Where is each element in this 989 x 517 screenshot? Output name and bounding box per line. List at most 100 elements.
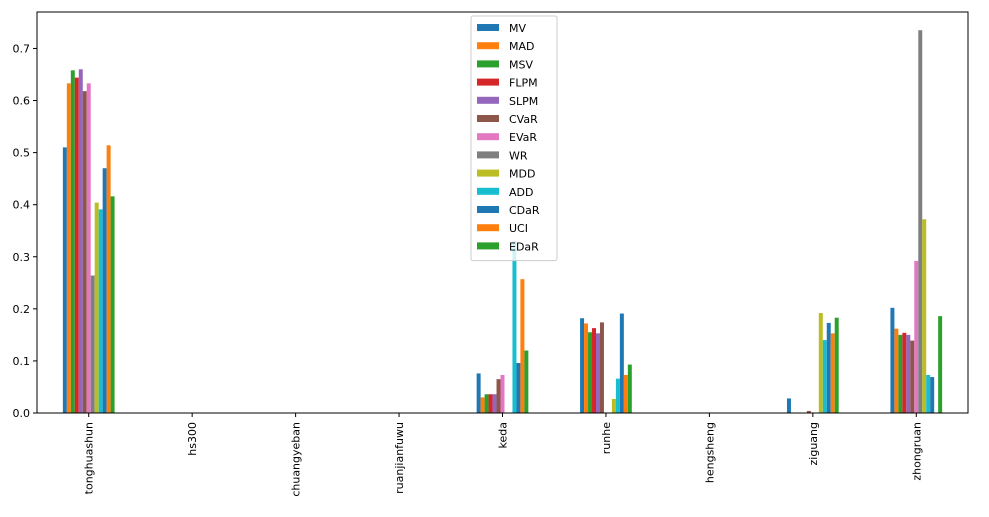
legend-swatch-edar xyxy=(477,242,499,250)
legend-swatch-cvar xyxy=(477,115,499,122)
bar-add-runhe xyxy=(615,378,620,413)
legend-label-wr: WR xyxy=(509,149,528,162)
legend-label-uci: UCI xyxy=(509,222,528,235)
bar-mad-runhe xyxy=(584,323,589,413)
bar-cvar-keda xyxy=(496,379,501,413)
x-tick-label-keda: keda xyxy=(497,422,510,448)
bar-flpm-tonghuashun xyxy=(74,77,79,414)
bar-edar-tonghuashun xyxy=(110,196,115,413)
bar-mv-ziguang xyxy=(786,398,791,413)
bar-slpm-keda xyxy=(492,394,497,413)
bar-mdd-zhongruan xyxy=(922,219,927,413)
bars-group xyxy=(62,30,943,414)
legend-swatch-flpm xyxy=(477,78,499,86)
y-tick-label: 0.3 xyxy=(13,251,31,264)
bar-mad-tonghuashun xyxy=(66,83,71,413)
legend-label-msv: MSV xyxy=(509,58,533,71)
bar-slpm-tonghuashun xyxy=(78,69,83,413)
x-tick-label-zhongruan: zhongruan xyxy=(910,422,923,481)
legend-label-mad: MAD xyxy=(509,40,535,53)
legend-label-evar: EVaR xyxy=(509,131,537,144)
bar-uci-ziguang xyxy=(830,333,835,413)
legend-swatch-add xyxy=(477,187,499,195)
bar-msv-zhongruan xyxy=(898,334,903,413)
bar-flpm-runhe xyxy=(592,328,596,413)
legend-swatch-mv xyxy=(477,24,499,31)
bar-cvar-zhongruan xyxy=(910,340,915,413)
bar-edar-zhongruan xyxy=(938,316,943,413)
bar-mv-keda xyxy=(476,373,481,413)
bar-msv-tonghuashun xyxy=(70,70,75,413)
bar-mdd-tonghuashun xyxy=(94,202,99,413)
x-axis: tonghuashun hs300 chuangyeban ruanjianfuwu k… xyxy=(83,413,923,497)
y-tick-label: 0.1 xyxy=(13,355,31,368)
legend-label-mdd: MDD xyxy=(509,168,535,181)
legend-label-cvar: CVaR xyxy=(509,113,538,126)
legend-swatch-slpm xyxy=(477,96,499,104)
bar-cvar-ziguang xyxy=(806,410,811,413)
y-tick-label: 0.5 xyxy=(13,147,31,160)
legend-label-cdar: CDaR xyxy=(509,204,540,217)
legend-swatch-mad xyxy=(477,42,499,50)
y-axis: 0.0 0.1 0.2 0.3 0.4 0.5 0.6 0.7 xyxy=(13,11,969,420)
x-tick-label-hengsheng: hengsheng xyxy=(703,422,716,483)
bar-cdar-zhongruan xyxy=(930,377,935,413)
bar-uci-tonghuashun xyxy=(106,145,111,413)
legend-swatch-uci xyxy=(477,224,499,232)
legend-swatch-mdd xyxy=(477,169,499,177)
x-tick-label-runhe: runhe xyxy=(600,422,613,454)
legend-swatch-cdar xyxy=(477,206,499,213)
bar-mad-keda xyxy=(480,397,485,413)
bar-flpm-zhongruan xyxy=(902,332,907,413)
bar-mv-runhe xyxy=(580,318,585,413)
y-tick-label: 0.7 xyxy=(13,42,31,55)
bar-mdd-ziguang xyxy=(818,313,823,413)
legend: MV MAD MSV FLPM SLPM CVaR EVaR WR MDD ADD CDaR UCI E… xyxy=(470,15,558,262)
bar-uci-keda xyxy=(520,279,525,413)
x-tick-label-ruanjianfuwu: ruanjianfuwu xyxy=(393,422,406,494)
bar-msv-keda xyxy=(484,394,489,413)
x-tick-label-ziguang: ziguang xyxy=(807,422,820,465)
x-tick-label-hs300: hs300 xyxy=(186,422,199,456)
legend-swatch-evar xyxy=(477,133,499,141)
bar-wr-zhongruan xyxy=(918,30,923,413)
legend-label-edar: EDaR xyxy=(509,240,539,253)
bar-flpm-keda xyxy=(488,394,493,413)
x-tick-label-tonghuashun: tonghuashun xyxy=(83,422,96,494)
legend-swatch-msv xyxy=(477,60,499,68)
legend-label-flpm: FLPM xyxy=(509,77,538,90)
bar-uci-runhe xyxy=(623,374,628,413)
bar-mv-zhongruan xyxy=(890,307,895,413)
legend-swatch-wr xyxy=(477,151,499,159)
bar-slpm-runhe xyxy=(596,333,600,413)
legend-label-slpm: SLPM xyxy=(509,95,538,108)
bar-evar-zhongruan xyxy=(914,260,919,413)
bar-evar-tonghuashun xyxy=(86,83,91,413)
x-tick-label-chuangyeban: chuangyeban xyxy=(290,422,303,497)
bar-slpm-zhongruan xyxy=(906,334,911,413)
y-tick-label: 0.0 xyxy=(13,407,31,420)
bar-mv-tonghuashun xyxy=(62,147,67,413)
bar-cdar-ziguang xyxy=(826,322,831,413)
bar-add-tonghuashun xyxy=(98,209,103,413)
bar-cdar-runhe xyxy=(619,313,624,413)
bar-mad-zhongruan xyxy=(894,328,899,413)
bar-edar-keda xyxy=(524,350,529,413)
bar-add-ziguang xyxy=(822,340,827,413)
bar-cdar-tonghuashun xyxy=(102,168,107,413)
bar-edar-runhe xyxy=(627,364,632,413)
legend-box xyxy=(470,15,558,262)
bar-cdar-keda xyxy=(516,363,521,413)
bar-cvar-tonghuashun xyxy=(82,91,87,413)
bar-add-zhongruan xyxy=(926,374,931,413)
legend-label-mv: MV xyxy=(509,22,526,35)
bar-edar-ziguang xyxy=(834,317,839,413)
bar-add-keda xyxy=(512,241,517,413)
bar-evar-keda xyxy=(500,374,505,413)
y-tick-label: 0.6 xyxy=(13,95,31,108)
legend-label-add: ADD xyxy=(509,186,533,199)
bar-wr-tonghuashun xyxy=(90,275,95,413)
bar-mdd-runhe xyxy=(611,398,616,413)
bar-msv-runhe xyxy=(588,332,593,413)
